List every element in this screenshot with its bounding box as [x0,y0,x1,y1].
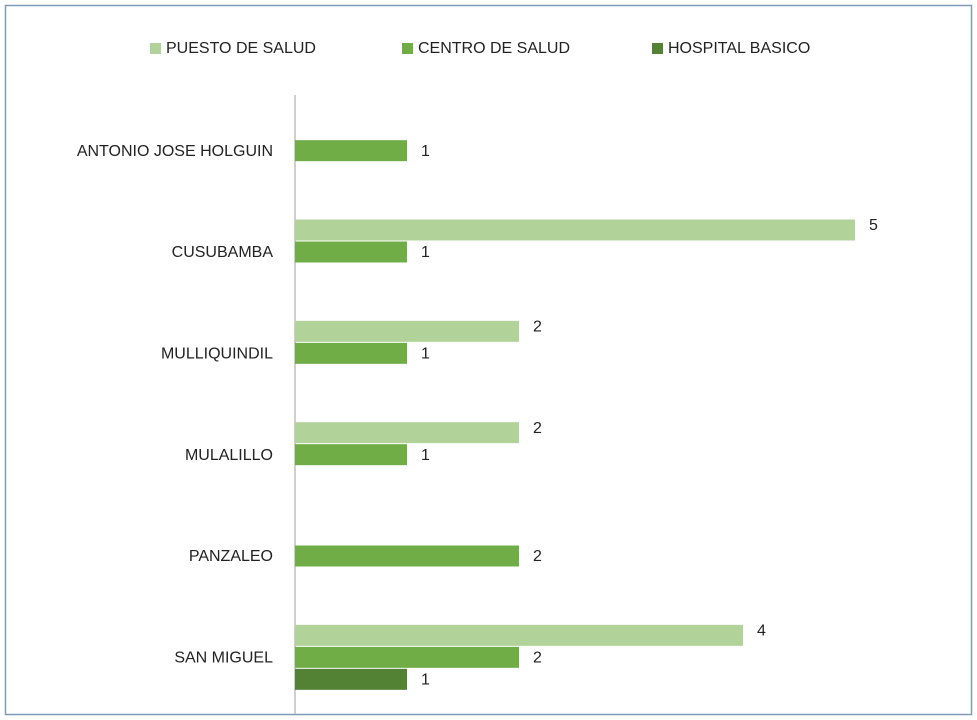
bar [295,624,743,646]
bar [295,422,519,444]
bar [295,140,407,162]
legend-label: HOSPITAL BASICO [668,40,810,57]
data-label: 2 [533,319,542,336]
chart-frame [4,4,973,716]
bar [295,320,519,342]
y-tick-label: ANTONIO JOSE HOLGUIN [77,143,273,160]
y-tick-label: PANZALEO [189,548,273,565]
bar [295,646,519,668]
data-label: 2 [533,650,542,667]
data-label: 1 [421,672,430,689]
y-tick-label: SAN MIGUEL [174,650,273,667]
data-label: 1 [421,447,430,464]
data-label: 1 [421,346,430,363]
bar [295,545,519,567]
data-label: 2 [533,420,542,437]
data-label: 2 [533,548,542,565]
bar [295,219,855,241]
bar [295,444,407,466]
legend-label: PUESTO DE SALUD [166,40,316,57]
data-label: 4 [757,623,766,640]
y-tick-label: MULLIQUINDIL [161,346,273,363]
legend-swatch [402,43,413,54]
y-tick-label: CUSUBAMBA [172,244,274,261]
data-label: 5 [869,217,878,234]
data-label: 1 [421,143,430,160]
data-label: 1 [421,244,430,261]
legend-swatch [150,43,161,54]
bar [295,668,407,690]
legend-label: CENTRO DE SALUD [418,40,570,57]
legend-swatch [652,43,663,54]
bar [295,342,407,364]
bar [295,241,407,263]
y-tick-label: MULALILLO [185,447,273,464]
